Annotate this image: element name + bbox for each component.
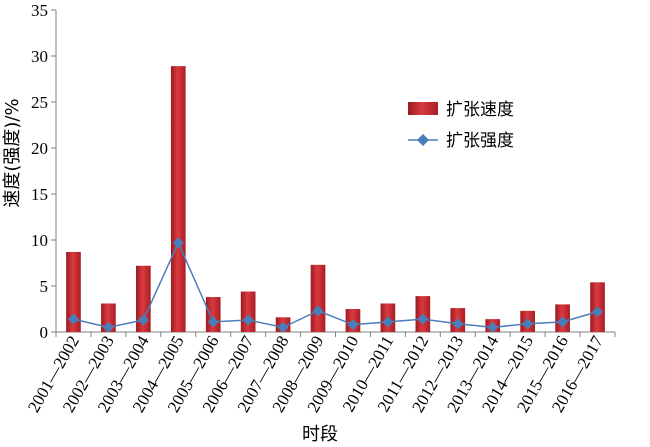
plot-area: 051015202530352001—20022002—20032003—200… (24, 1, 616, 416)
line-marker (522, 318, 534, 330)
line-marker (102, 321, 114, 333)
line-marker (277, 321, 289, 333)
y-tick-label: 25 (31, 93, 48, 112)
line-marker (242, 314, 254, 326)
y-tick-label: 15 (31, 185, 48, 204)
y-axis-title: 速度(强度)/% (2, 98, 23, 207)
line-marker (172, 237, 184, 249)
bar (136, 265, 151, 332)
x-axis-title: 时段 (302, 424, 338, 445)
line-marker (137, 314, 149, 326)
line-marker (382, 316, 394, 328)
legend: 扩张速度 扩张强度 (408, 100, 514, 151)
line-marker (487, 321, 499, 333)
y-tick-label: 35 (31, 1, 48, 20)
legend-swatch-bar (408, 102, 438, 115)
line-marker (67, 313, 79, 325)
bar (101, 303, 116, 332)
line-marker (312, 305, 324, 317)
line-marker (592, 306, 604, 318)
line-marker (452, 318, 464, 330)
legend-marker-diamond (417, 134, 429, 146)
bar (170, 66, 186, 333)
line-marker (417, 313, 429, 325)
y-tick-label: 10 (31, 231, 48, 250)
y-tick-label: 20 (31, 139, 48, 158)
line-marker (207, 316, 219, 328)
y-tick-label: 30 (31, 47, 48, 66)
bar (310, 264, 326, 332)
series-line (73, 240, 598, 329)
legend-label-bar: 扩张速度 (446, 100, 514, 120)
bar (66, 251, 81, 332)
y-tick-label: 0 (40, 323, 49, 342)
legend-label-line: 扩张强度 (446, 131, 514, 151)
line-marker (557, 316, 569, 328)
y-tick-label: 5 (40, 277, 49, 296)
bar (240, 291, 256, 332)
line-marker (347, 319, 359, 331)
